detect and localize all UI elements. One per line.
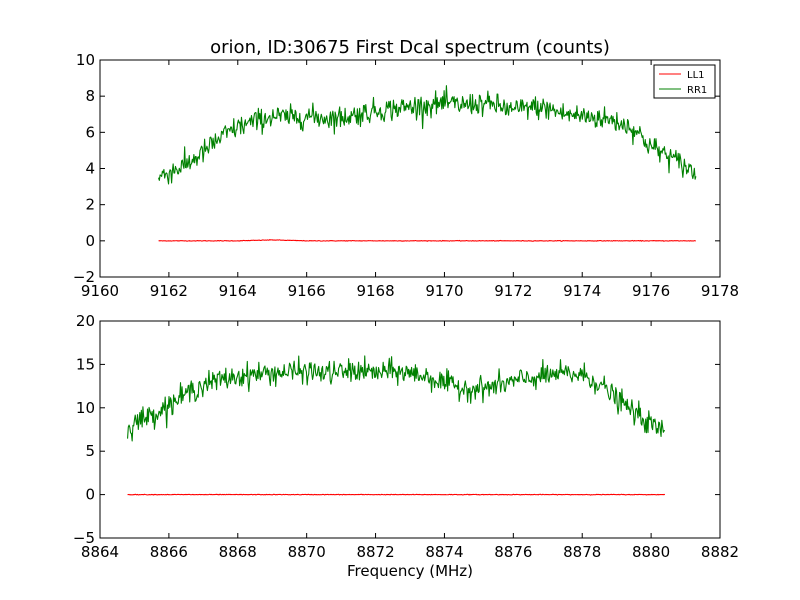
x-tick-label: 9176 bbox=[632, 282, 670, 300]
bottom-plot: 8864 8866 8868 8870 8872 8874 8876 8878 8880 8882… bbox=[73, 312, 739, 561]
x-tick-label: 9172 bbox=[494, 282, 532, 300]
y-tick-label: 15 bbox=[76, 355, 95, 373]
bottom-plot-frame bbox=[99, 320, 721, 539]
x-tick-label: 9160 bbox=[81, 282, 119, 300]
plot-2-line-series-2 bbox=[127, 355, 665, 442]
x-tick-label: 8866 bbox=[150, 543, 188, 561]
y-tick-label: 8 bbox=[85, 87, 95, 105]
x-tick-label: 9162 bbox=[150, 282, 188, 300]
top-plot-series bbox=[158, 85, 697, 242]
y-tick-label: 6 bbox=[85, 123, 95, 141]
y-tick-label: −5 bbox=[73, 529, 95, 547]
y-tick-label: 4 bbox=[85, 160, 95, 178]
x-axis-label: Frequency (MHz) bbox=[347, 562, 473, 580]
x-tick-label: 8868 bbox=[219, 543, 257, 561]
y-tick-label: 5 bbox=[85, 442, 95, 460]
x-tick-label: 8882 bbox=[701, 543, 739, 561]
plot-1-line-ll1 bbox=[158, 239, 696, 242]
legend: LL1 RR1 bbox=[653, 64, 716, 99]
y-tick-label: 0 bbox=[85, 486, 95, 504]
x-tick-label: 8872 bbox=[356, 543, 394, 561]
bottom-plot-series bbox=[127, 355, 666, 496]
bottom-plot-y-ticks: −5 0 5 10 15 20 bbox=[73, 312, 720, 547]
plot-1-line-rr1 bbox=[158, 85, 697, 185]
x-tick-label: 8870 bbox=[288, 543, 326, 561]
x-tick-label: 8878 bbox=[563, 543, 601, 561]
y-tick-label: 2 bbox=[85, 196, 95, 214]
x-tick-label: 9178 bbox=[701, 282, 739, 300]
x-tick-label: 8876 bbox=[494, 543, 532, 561]
top-plot: 9160 9162 9164 9166 9168 9170 9172 9174 9176 9178… bbox=[73, 51, 739, 300]
y-tick-label: 20 bbox=[76, 312, 95, 330]
x-tick-label: 8874 bbox=[425, 543, 463, 561]
y-tick-label: −2 bbox=[73, 268, 95, 286]
bottom-plot-x-ticks: 8864 8866 8868 8870 8872 8874 8876 8878 8880 8882 bbox=[81, 321, 739, 561]
x-tick-label: 9174 bbox=[563, 282, 601, 300]
x-tick-label: 9166 bbox=[288, 282, 326, 300]
y-tick-label: 0 bbox=[85, 232, 95, 250]
x-tick-label: 8880 bbox=[632, 543, 670, 561]
legend-label-ll1: LL1 bbox=[687, 70, 705, 81]
x-tick-label: 9170 bbox=[425, 282, 463, 300]
top-plot-x-ticks: 9160 9162 9164 9166 9168 9170 9172 9174 9176 9178 bbox=[81, 60, 739, 300]
legend-box bbox=[653, 64, 716, 99]
legend-label-rr1: RR1 bbox=[687, 85, 707, 96]
y-tick-label: 10 bbox=[76, 51, 95, 69]
x-tick-label: 8864 bbox=[81, 543, 119, 561]
chart-title: orion, ID:30675 First Dcal spectrum (cou… bbox=[210, 37, 610, 58]
x-tick-label: 9164 bbox=[219, 282, 257, 300]
plot-2-line-series-1 bbox=[127, 493, 666, 496]
top-plot-y-ticks: −2 0 2 4 6 8 10 bbox=[73, 51, 720, 286]
x-tick-label: 9168 bbox=[356, 282, 394, 300]
y-tick-label: 10 bbox=[76, 399, 95, 417]
